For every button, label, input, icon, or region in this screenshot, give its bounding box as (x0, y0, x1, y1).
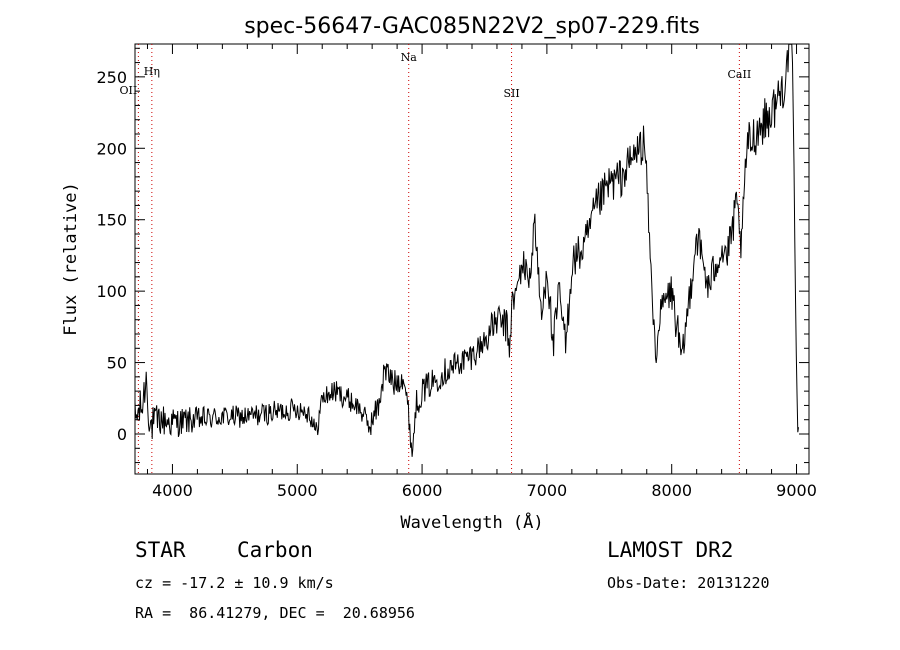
y-tick-label: 200 (96, 139, 127, 158)
y-axis-label: Flux (relative) (61, 182, 81, 336)
spectral-line-label: OII (120, 84, 138, 97)
ra-dec-coords: RA = 86.41279, DEC = 20.68956 (135, 604, 415, 622)
y-tick-label: 250 (96, 68, 127, 87)
y-tick-label: 0 (117, 425, 127, 444)
y-tick-label: 150 (96, 211, 127, 230)
spectral-line-label: Na (401, 51, 418, 64)
x-tick-label: 9000 (776, 481, 817, 500)
y-tick-label: 100 (96, 282, 127, 301)
survey-name: LAMOST DR2 (607, 538, 734, 562)
spectral-line-labels: Hη OII Na SII CaII (120, 51, 752, 100)
x-tick-label: 5000 (277, 481, 318, 500)
x-axis-label: Wavelength (Å) (400, 511, 543, 533)
x-tick-label: 4000 (152, 481, 193, 500)
object-subclass: Carbon (237, 538, 313, 562)
spectral-line-label: CaII (728, 68, 752, 81)
obs-date: Obs-Date: 20131220 (607, 574, 770, 592)
spectrum-line (134, 43, 799, 457)
axis-ticks: 4000 5000 6000 7000 8000 9000 0 50 100 150 200 250 (96, 44, 817, 500)
x-tick-label: 8000 (651, 481, 692, 500)
redshift-cz: cz = -17.2 ± 10.9 km/s (135, 574, 334, 592)
plot-area: 4000 5000 6000 7000 8000 9000050100150200250 … (96, 43, 817, 500)
y-tick-label: 50 (107, 354, 127, 373)
object-type: STAR (135, 538, 186, 562)
x-tick-label: 7000 (527, 481, 568, 500)
x-tick-label: 6000 (402, 481, 443, 500)
chart-title: spec-56647-GAC085N22V2_sp07-229.fits (244, 14, 700, 39)
spectral-line-markers (137, 44, 740, 474)
spectral-line-label: SII (503, 87, 519, 100)
spectral-line-label: Hη (144, 65, 160, 78)
